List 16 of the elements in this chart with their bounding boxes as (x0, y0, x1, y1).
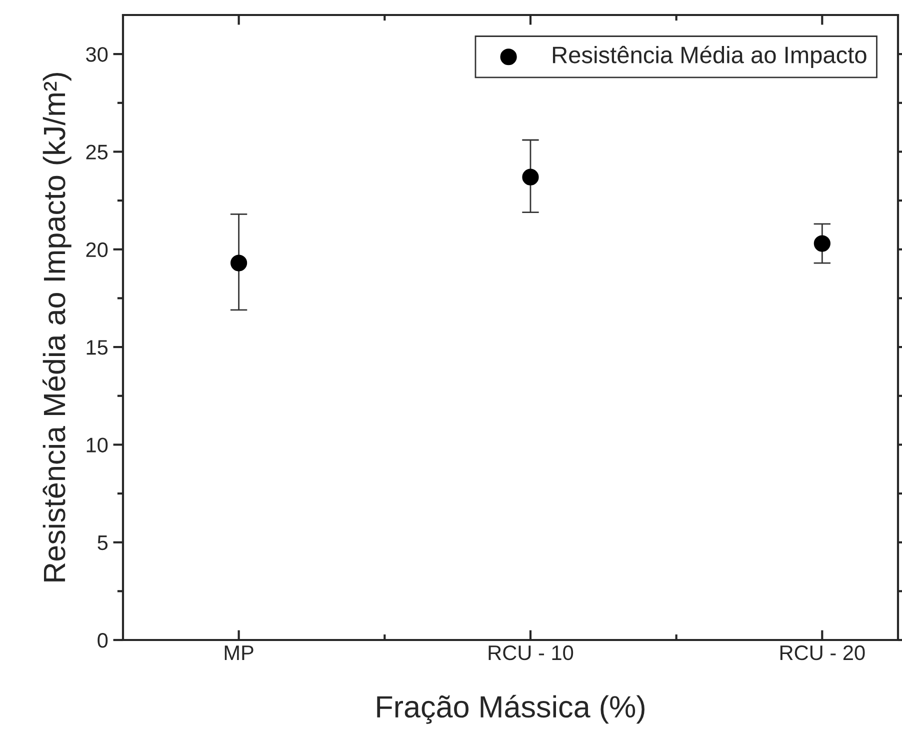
y-axis-title: Resistência Média ao Impacto (kJ/m²) (42, 72, 72, 582)
y-tick-label: 0 (98, 633, 108, 648)
x-tick-label: RCU - 10 (488, 645, 574, 660)
x-axis-title: Fração Mássica (%) (377, 694, 644, 724)
y-tick-label: 10 (86, 438, 108, 452)
legend-label: Resistência Média ao Impacto (552, 46, 866, 68)
point (814, 235, 830, 252)
x-tick-label: MP (224, 646, 254, 660)
x-tick-label: RCU - 20 (780, 645, 865, 660)
point (522, 168, 539, 186)
y-tick-label: 30 (86, 47, 108, 62)
y-tick-label: 5 (98, 536, 108, 550)
y-tick-label: 15 (86, 340, 108, 355)
point (230, 254, 248, 272)
y-tick-label: 20 (86, 242, 108, 258)
y-tick-label: 25 (86, 144, 108, 160)
